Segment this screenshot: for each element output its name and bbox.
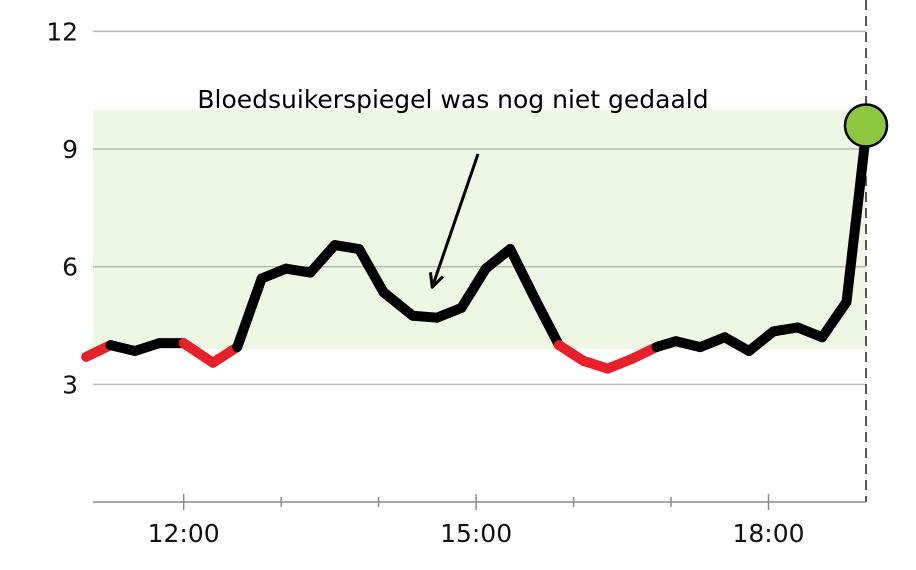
annotation-text: Bloedsuikerspiegel was nog niet gedaald xyxy=(197,85,708,114)
current-value-marker xyxy=(843,103,889,148)
annotation: Bloedsuikerspiegel was nog niet gedaald xyxy=(197,85,709,289)
glucose-segment xyxy=(480,244,516,274)
y-tick-label: 3 xyxy=(62,370,78,399)
glucose-segment xyxy=(354,244,389,298)
x-ticks: 12:00 15:00 18:00 xyxy=(148,494,805,548)
x-tick-label: 12:00 xyxy=(148,519,220,548)
glucose-segment xyxy=(456,263,491,313)
glucose-segment xyxy=(744,326,779,357)
annotation-arrowhead xyxy=(428,272,444,289)
glucose-segment-low xyxy=(178,338,218,368)
target-range-band xyxy=(93,109,866,350)
y-tick-label: 9 xyxy=(62,135,78,164)
x-tick-label: 18:00 xyxy=(732,519,804,548)
glucose-segment xyxy=(232,273,267,353)
glucose-segment xyxy=(305,240,340,278)
y-tick-label: 6 xyxy=(62,253,78,282)
glucose-segment xyxy=(505,244,540,304)
y-tick-labels: 3 6 9 12 xyxy=(46,17,78,399)
glucose-segment xyxy=(841,128,871,307)
y-tick-label: 12 xyxy=(46,17,78,46)
glucose-line xyxy=(81,128,871,374)
y-gridlines xyxy=(93,30,866,386)
glucose-segment xyxy=(529,293,564,351)
annotation-arrow xyxy=(430,153,480,288)
x-tick-label: 15:00 xyxy=(440,519,512,548)
glucose-segment xyxy=(378,287,418,321)
glucose-segment xyxy=(817,296,852,343)
